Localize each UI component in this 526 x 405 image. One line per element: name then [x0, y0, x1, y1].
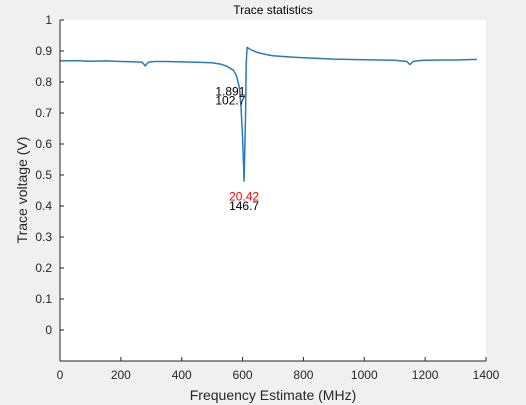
y-tick-label: 0.8: [35, 75, 52, 89]
x-tick-label: 1200: [412, 368, 439, 382]
y-tick-label: 0.5: [35, 168, 52, 182]
y-axis-label: Trace voltage (V): [14, 137, 30, 244]
y-tick-label: 0.1: [35, 292, 52, 306]
y-tick-label: 0.6: [35, 137, 52, 151]
x-tick-label: 800: [293, 368, 313, 382]
chart-title: Trace statistics: [233, 3, 313, 17]
y-tick-label: 0.7: [35, 106, 52, 120]
ticks-layer: 0 200 400 600 800 1000 1200 1400 0 0.1 0.2 0.3 0.4 0.…: [35, 13, 499, 382]
annotation-label: 146.7: [229, 199, 259, 213]
axes-background: [60, 20, 486, 361]
x-tick-label: 400: [172, 368, 192, 382]
x-tick-label: 1400: [473, 368, 500, 382]
y-tick-label: 0.2: [35, 261, 52, 275]
annotation-label: 102.7: [215, 94, 245, 108]
annotation-label: 1.891: [215, 84, 245, 98]
x-tick-label: 200: [111, 368, 131, 382]
annotation-label: 20.42: [229, 190, 259, 204]
y-tick-label: 1: [45, 13, 52, 27]
y-tick-label: 0.3: [35, 230, 52, 244]
series-line-0: [59, 46, 477, 182]
x-tick-label: 1000: [351, 368, 378, 382]
plot-layer: [59, 46, 477, 182]
y-tick-label: 0.9: [35, 44, 52, 58]
x-tick-label: 600: [233, 368, 253, 382]
x-tick-label: 0: [57, 368, 64, 382]
y-tick-label: 0.4: [35, 199, 52, 213]
x-axis-label: Frequency Estimate (MHz): [190, 387, 356, 403]
axes-layer: [59, 20, 486, 362]
y-tick-label: 0: [45, 323, 52, 337]
